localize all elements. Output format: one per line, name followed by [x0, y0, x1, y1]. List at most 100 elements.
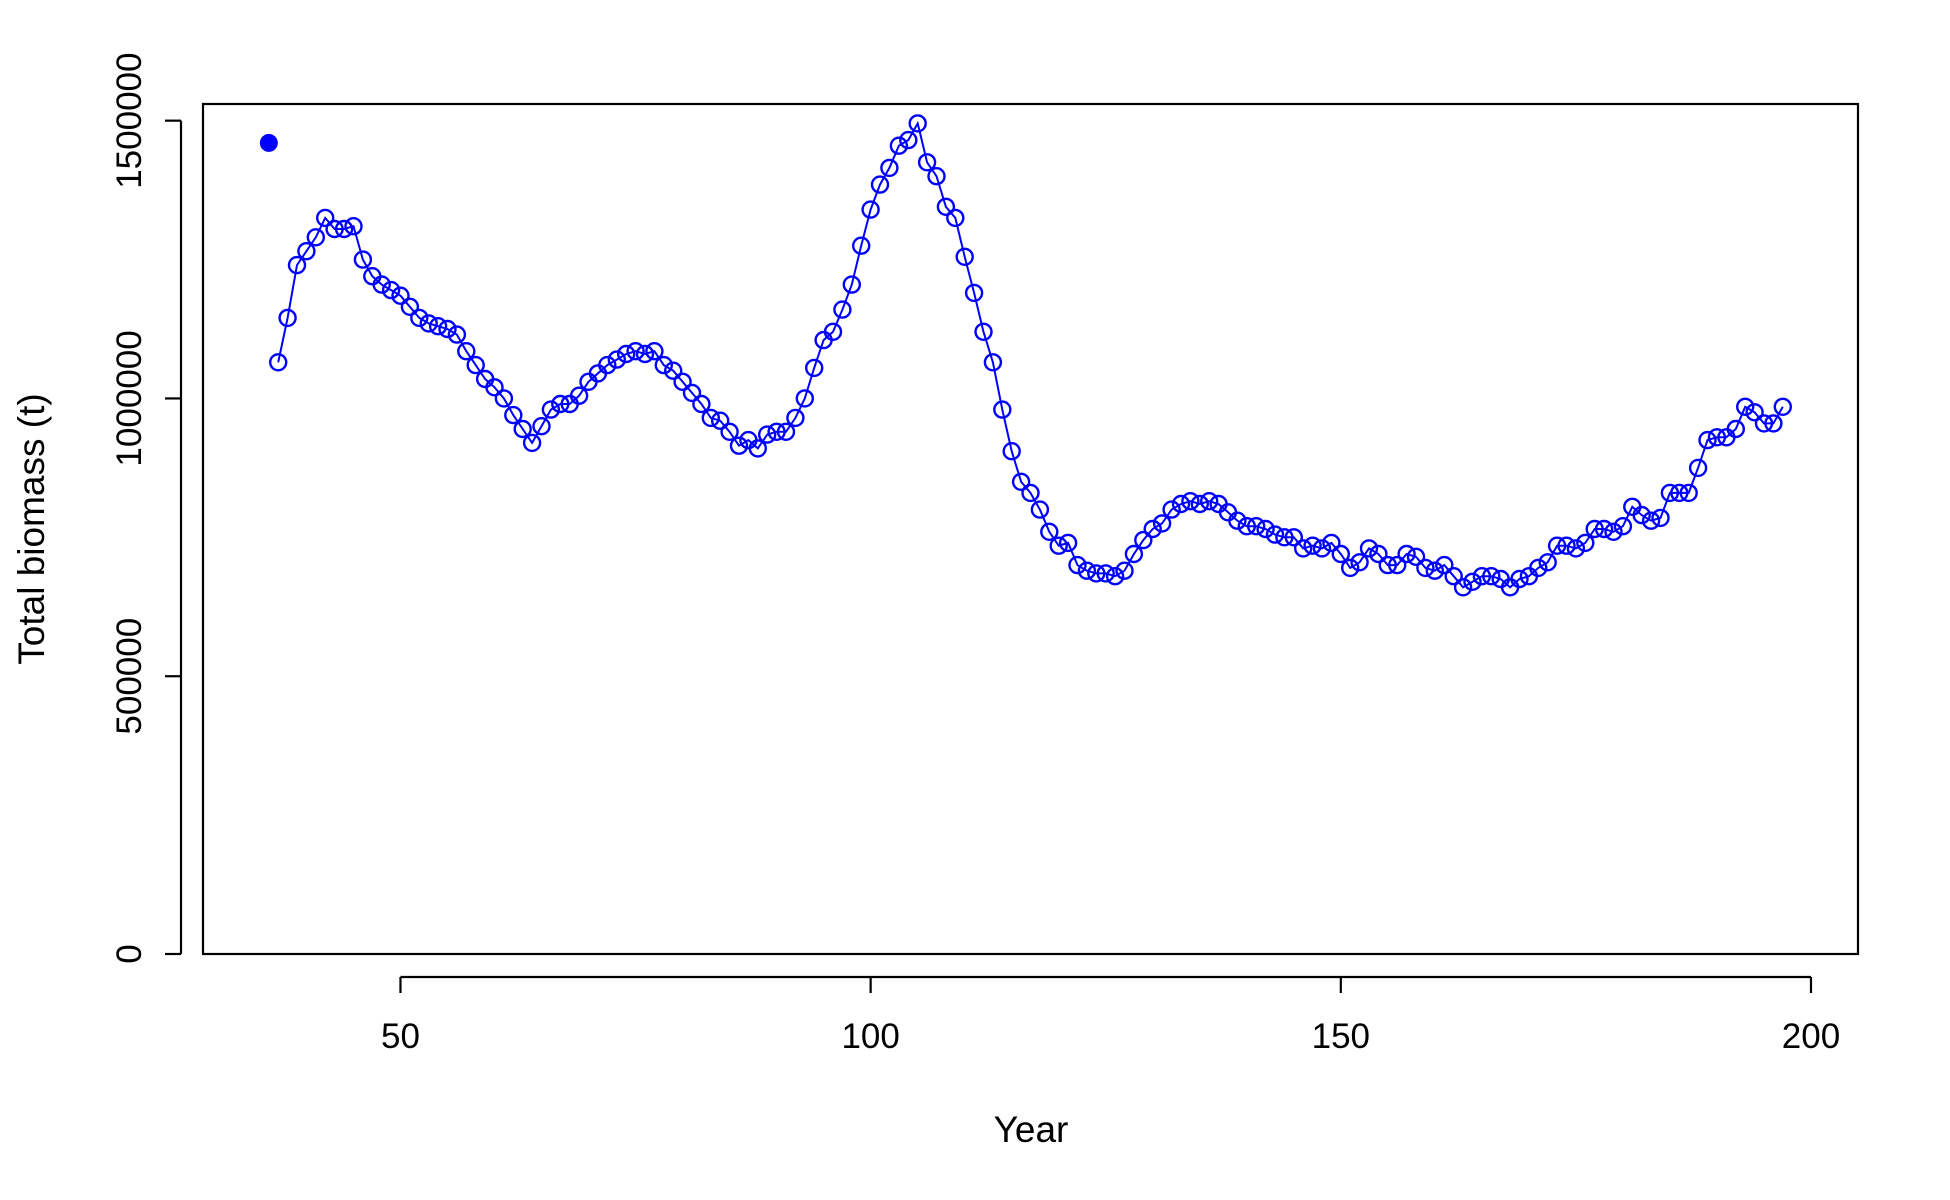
data-point: [1745, 403, 1764, 422]
data-point: [1726, 419, 1746, 439]
data-point: [974, 322, 993, 341]
data-point: [1246, 517, 1266, 536]
data-point: [795, 389, 814, 408]
data-point: [438, 319, 457, 339]
data-point: [955, 247, 974, 266]
data-point: [1322, 533, 1341, 553]
data-point: [1387, 555, 1407, 575]
data-point: [316, 208, 335, 228]
data-point: [899, 130, 918, 150]
data-point: [1162, 500, 1181, 519]
data-point: [353, 250, 373, 269]
data-point: [1237, 517, 1257, 536]
data-point: [673, 372, 692, 391]
data-point: [400, 297, 420, 316]
data-point: [1275, 528, 1294, 547]
x-axis-label: Year: [994, 1109, 1069, 1150]
data-point: [504, 405, 523, 425]
data-point: [927, 166, 946, 186]
data-point: [1331, 544, 1351, 564]
data-point: [1764, 414, 1783, 433]
data-point: [598, 355, 617, 375]
data-point: [1040, 522, 1059, 541]
data-point: [306, 228, 325, 247]
data-point: [889, 136, 909, 155]
data-point: [701, 408, 720, 428]
data-point: [1077, 561, 1097, 580]
data-point: [1011, 472, 1031, 491]
y-tick-label: 500000: [110, 618, 149, 735]
biomass-points: [269, 114, 1793, 597]
data-point: [1453, 578, 1473, 597]
data-point: [391, 286, 410, 305]
data-point: [1087, 564, 1106, 583]
data-point: [466, 355, 485, 375]
biomass-line: [277, 120, 1784, 589]
data-point: [1510, 569, 1529, 589]
data-point: [805, 358, 824, 378]
data-point: [1538, 553, 1557, 572]
data-point: [334, 219, 354, 239]
data-point: [457, 342, 476, 361]
data-point: [1688, 458, 1708, 478]
data-point: [1293, 539, 1313, 558]
data-point: [1030, 500, 1050, 519]
data-point: [1068, 555, 1087, 575]
data-point: [1340, 558, 1360, 578]
data-point: [1735, 397, 1755, 416]
data-point: [1604, 522, 1623, 541]
data-point: [1707, 428, 1727, 447]
data-point: [1397, 544, 1416, 564]
data-point: [1312, 539, 1332, 558]
data-point: [1529, 558, 1548, 578]
data-point: [269, 353, 288, 372]
data-point: [1773, 397, 1793, 416]
x-tick-label: 150: [1312, 1017, 1370, 1056]
data-point: [654, 355, 673, 375]
data-point: [569, 386, 589, 405]
data-point: [325, 219, 344, 239]
data-point: [344, 216, 363, 236]
data-point: [842, 275, 861, 294]
data-point: [1585, 519, 1604, 539]
data-point: [1594, 519, 1614, 539]
data-point: [551, 394, 570, 414]
data-point: [1256, 519, 1275, 539]
data-point: [833, 300, 852, 319]
data-point: [419, 314, 438, 333]
x-axis: 50 100 150 200: [381, 975, 1840, 1056]
x-ticks: 50 100 150 200: [381, 977, 1840, 1056]
data-point: [1171, 494, 1191, 514]
data-point: [617, 344, 636, 364]
data-point: [513, 419, 532, 439]
data-point: [1613, 517, 1633, 536]
data-point: [870, 175, 890, 194]
data-point: [447, 325, 467, 344]
data-point: [1058, 533, 1078, 553]
data-point: [626, 342, 645, 361]
data-point: [297, 241, 316, 261]
data-point: [1021, 483, 1040, 503]
data-point: [946, 208, 965, 228]
data-point: [1472, 567, 1492, 586]
data-point: [1105, 567, 1125, 586]
data-point: [767, 422, 786, 441]
data-point: [1670, 483, 1689, 503]
data-point: [1124, 544, 1144, 564]
data-point: [1566, 539, 1586, 558]
data-point: [786, 408, 805, 428]
data-point: [1199, 492, 1219, 511]
data-point: [1754, 414, 1774, 433]
data-point: [993, 400, 1012, 419]
x-tick-label: 100: [841, 1017, 899, 1056]
data-point: [748, 439, 767, 458]
data-point: [1435, 555, 1454, 575]
data-point: [1134, 530, 1153, 550]
data-point: [1679, 483, 1698, 503]
x-tick-label: 50: [381, 1017, 420, 1056]
data-point: [1284, 528, 1304, 547]
data-point: [1406, 547, 1426, 566]
y-tick-label: 1500000: [110, 53, 149, 189]
data-point: [1651, 508, 1670, 528]
